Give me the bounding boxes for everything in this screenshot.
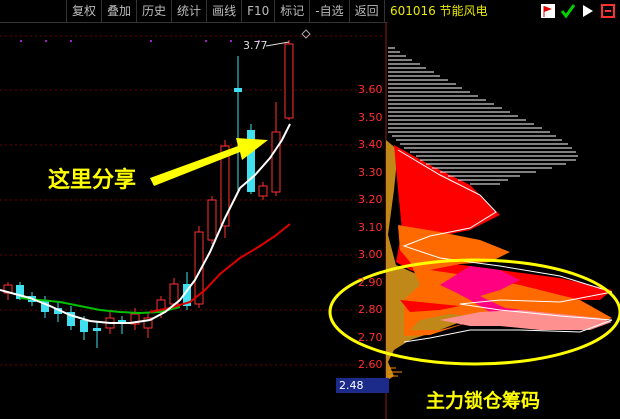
toolbar: 复权 叠加 历史 统计 画线 F10 标记 -自选 返回 — [0, 0, 388, 23]
draw-line-button[interactable]: 画线 — [207, 0, 243, 22]
share-annotation: 这里分享 — [48, 168, 137, 193]
candles — [3, 40, 294, 348]
arrow-icon[interactable] — [580, 3, 596, 19]
back-button[interactable]: 返回 — [350, 0, 385, 22]
history-button[interactable]: 历史 — [137, 0, 173, 22]
remove-watchlist-button[interactable]: -自选 — [310, 0, 350, 22]
mark-button[interactable]: 标记 — [275, 0, 311, 22]
axis-label: 3.10 — [358, 221, 383, 234]
expand-icon[interactable] — [600, 3, 616, 19]
current-price-tag: 2.48 — [336, 378, 389, 393]
toolbar-spacer — [0, 0, 67, 22]
axis-label: 2.70 — [358, 331, 383, 344]
axis-label: 2.80 — [358, 303, 383, 316]
stock-title: 601016 节能风电 — [390, 4, 488, 18]
grid-lines — [0, 35, 385, 366]
peak-price-label: 3.77 — [243, 39, 268, 52]
f10-button[interactable]: F10 — [242, 0, 276, 22]
axis-label: 3.40 — [358, 138, 383, 151]
statistics-button[interactable]: 统计 — [172, 0, 208, 22]
diamond-icon — [301, 29, 311, 39]
check-icon[interactable] — [560, 3, 576, 19]
axis-label: 3.20 — [358, 193, 383, 206]
marker-dots — [20, 40, 260, 42]
axis-label: 2.90 — [358, 276, 383, 289]
chip-distribution — [386, 47, 613, 380]
axis-label: 3.30 — [358, 166, 383, 179]
peak-pointer — [265, 41, 290, 47]
restore-rights-button[interactable]: 复权 — [67, 0, 103, 22]
axis-label: 3.00 — [358, 248, 383, 261]
lock-chips-annotation: 主力锁仓筹码 — [426, 390, 541, 412]
overlay-button[interactable]: 叠加 — [102, 0, 138, 22]
ma-fast-line — [0, 123, 291, 324]
share-arrow — [150, 138, 268, 186]
lock-chips-ellipse — [328, 258, 620, 366]
axis-label: 2.60 — [358, 358, 383, 371]
ma-slow-line — [149, 223, 291, 313]
axis-label: 3.50 — [358, 111, 383, 124]
flag-icon[interactable] — [540, 3, 556, 19]
axis-label: 3.60 — [358, 83, 383, 96]
stock-header: 601016 节能风电 — [388, 0, 620, 22]
